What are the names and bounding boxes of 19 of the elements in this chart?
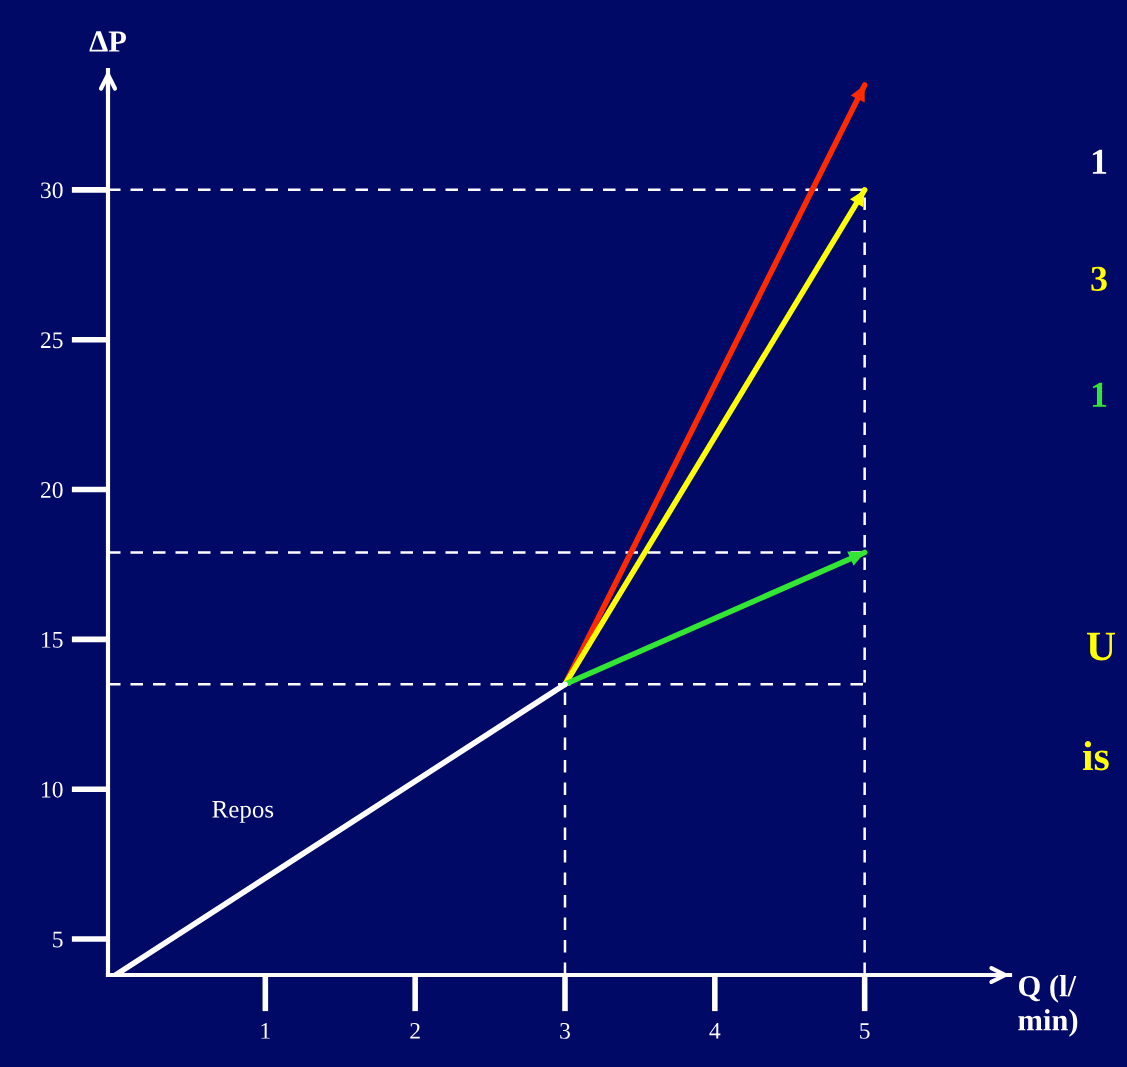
x-tick-label: 5: [860, 1023, 870, 1039]
text: U: [1087, 632, 1116, 661]
x-tick-label: 3: [560, 1022, 570, 1039]
series-label: Repos: [212, 801, 274, 823]
x-tick-label: 4: [709, 1023, 721, 1039]
text: is: [1082, 741, 1109, 771]
text: 3: [1091, 266, 1107, 292]
y-tick-label: 15: [42, 631, 63, 648]
y-tick-label: 5: [53, 931, 63, 948]
x-axis-title: Q (l/ min): [1018, 975, 1078, 1037]
text: 1: [1092, 149, 1107, 174]
y-axis-title: ΔP: [89, 31, 127, 52]
x-tick-label: 2: [410, 1022, 420, 1039]
y-tick-label: 25: [40, 332, 63, 349]
y-tick-label: 30: [41, 182, 63, 199]
y-tick-label: 20: [40, 482, 63, 498]
x-tick-label: 1: [261, 1023, 270, 1039]
text: 1: [1092, 382, 1107, 407]
y-tick-label: 10: [42, 781, 63, 798]
